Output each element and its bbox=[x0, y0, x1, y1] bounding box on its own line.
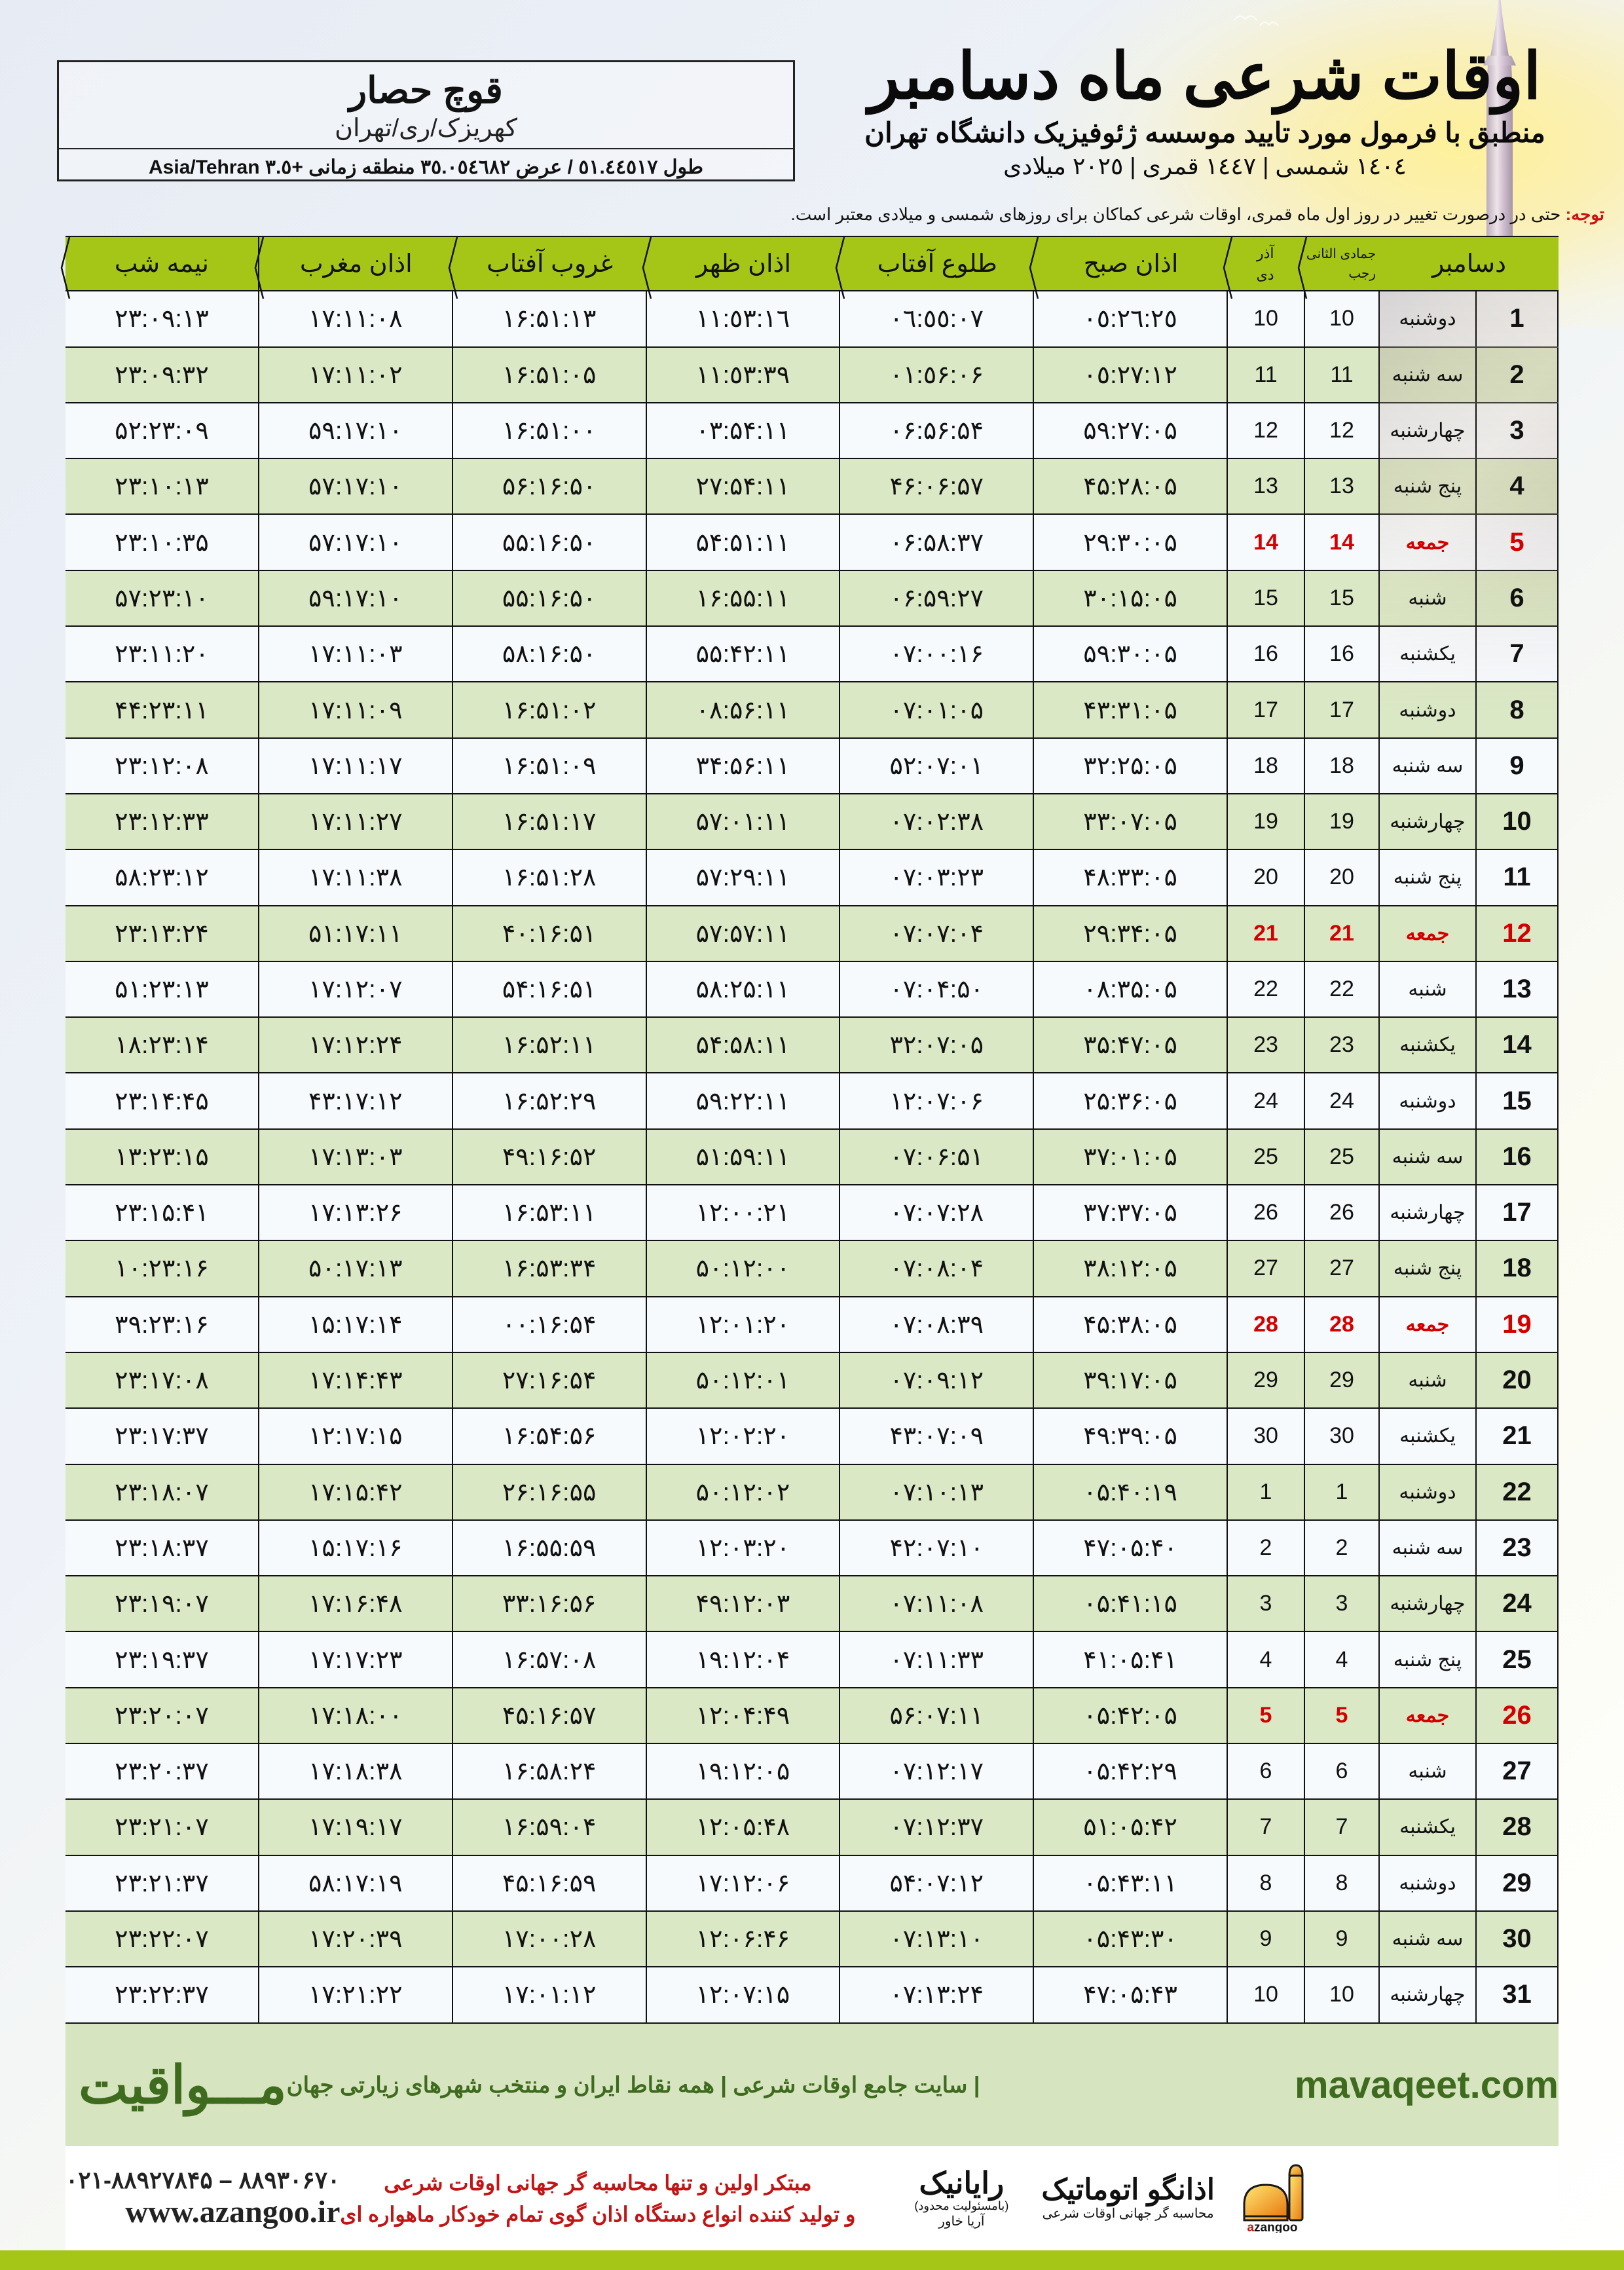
svg-text:azangoo: azangoo bbox=[1247, 2221, 1297, 2233]
